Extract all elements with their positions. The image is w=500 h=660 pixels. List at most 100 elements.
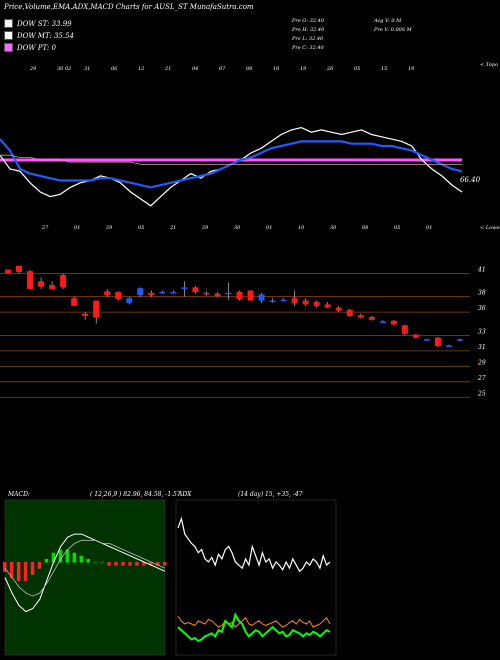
ohlc-low: Pre L: 32.40 — [292, 36, 324, 42]
top-tick-label: 21 — [164, 66, 171, 72]
macd-signal-line — [4, 539, 166, 597]
candle-body — [181, 287, 188, 289]
candle-body — [313, 302, 320, 306]
candle-body — [346, 309, 353, 317]
price-tick-label: 36 — [478, 305, 486, 312]
macd-histogram-bar — [37, 562, 42, 569]
candle-body — [324, 304, 331, 308]
bottom-tick-label: 27 — [41, 225, 49, 231]
macd-histogram-bar — [93, 562, 97, 563]
ohlc-close: Pre C: 32.40 — [292, 45, 324, 51]
legend-label: DOW PT: 0 — [17, 43, 56, 52]
candle-body — [368, 316, 375, 320]
top-tick-label: 07 — [219, 66, 226, 72]
adx-params: (14 day) 15, +35, -47 — [238, 491, 303, 498]
bottom-tick-label: 05 — [138, 225, 144, 231]
macd-histogram-bar — [128, 562, 132, 566]
top-tick-label: 31 — [84, 66, 90, 72]
macd-histogram-bar — [107, 562, 111, 566]
macd-histogram-bar — [23, 562, 28, 582]
candle-body — [49, 285, 56, 289]
macd-histogram-bar — [30, 562, 35, 575]
price-tick-label: 27 — [477, 375, 486, 382]
legend-swatch — [4, 43, 13, 52]
candle-body — [225, 292, 232, 295]
candle-body — [379, 321, 386, 323]
candle-body — [203, 292, 210, 295]
price-tick-label: 33 — [478, 328, 486, 335]
candle-body — [60, 275, 67, 288]
candle-body — [27, 271, 34, 289]
ohlc-open: Pre O: 32.40 — [292, 18, 324, 24]
bottom-tick-label: 05 — [394, 225, 400, 231]
candle-body — [302, 300, 309, 305]
candle-body — [280, 299, 287, 302]
macd-histogram-bar — [142, 562, 146, 566]
macd-histogram-bar — [58, 549, 63, 563]
bottom-axis-label: < Lowes — [480, 225, 500, 231]
macd-histogram-bar — [149, 562, 153, 566]
candle-body — [71, 298, 78, 306]
adx-line — [177, 516, 331, 573]
ema-series-ema-long — [0, 154, 462, 165]
adx-title: ADX — [177, 491, 192, 498]
bottom-tick-label: 21 — [169, 225, 176, 231]
ema-series-price — [0, 126, 463, 207]
macd-histogram-bar — [86, 558, 90, 563]
legend-swatch — [4, 19, 13, 28]
candle-body — [104, 291, 111, 296]
macd-histogram-bar — [9, 562, 14, 578]
macd-title: MACD: — [7, 491, 30, 498]
top-tick-label: 30 02 — [57, 66, 71, 72]
top-tick-label: 19 — [408, 66, 415, 72]
top-tick-label: 29 — [29, 66, 37, 72]
top-tick-label: 06 — [111, 66, 118, 72]
macd-panel-bg — [4, 499, 166, 656]
macd-histogram-bar — [114, 562, 118, 566]
top-tick-label: 04 — [192, 66, 198, 72]
candle-body — [137, 288, 144, 296]
candle-body — [401, 325, 408, 334]
candle-body — [115, 292, 122, 300]
bottom-tick-label: 29 — [105, 225, 113, 231]
candle-body — [258, 294, 265, 301]
ohlc-high: Pre H: 32.40 — [292, 27, 325, 33]
candle-body — [148, 292, 155, 296]
legend-swatch — [4, 31, 13, 40]
macd-histogram-bar — [65, 549, 70, 563]
adx-panel-bg — [175, 499, 337, 656]
legend-item-dow-st: DOW ST: 33.99 — [4, 19, 72, 28]
top-tick-label: 05 — [354, 66, 360, 72]
macd-histogram-bar — [44, 558, 49, 563]
candle-body — [291, 298, 298, 303]
candle-body — [412, 334, 419, 338]
candle-body — [5, 269, 11, 274]
candle-body — [16, 265, 23, 272]
macd-histogram-bar — [100, 562, 104, 563]
candle-body — [38, 281, 45, 287]
macd-histogram-bar — [72, 552, 77, 563]
top-tick-label: 19 — [300, 66, 307, 72]
bottom-tick-label: 30 — [234, 225, 241, 231]
price-tick-label: 31 — [478, 344, 486, 351]
top-tick-label: 26 — [326, 66, 334, 72]
legend-item-dow-pt: DOW PT: 0 — [4, 43, 56, 52]
price-tick-label: 29 — [477, 359, 486, 366]
macd-line — [4, 533, 166, 613]
candle-body — [82, 313, 89, 317]
candle-body — [192, 287, 199, 293]
price-tick-label: 41 — [477, 266, 486, 273]
price-tick-label: 38 — [478, 290, 486, 297]
candle-body — [423, 339, 430, 341]
macd-histogram-bar — [163, 562, 167, 566]
candle-body — [126, 298, 133, 303]
bottom-tick-label: 30 — [330, 225, 337, 231]
top-tick-label: 10 — [273, 66, 280, 72]
minus-di-line — [177, 616, 331, 628]
legend-label: DOW ST: 33.99 — [17, 19, 72, 28]
macd-histogram-bar — [79, 555, 84, 563]
candle-body — [457, 339, 463, 341]
macd-histogram-bar — [135, 562, 139, 566]
top-axis-label: < Topo — [480, 62, 498, 68]
